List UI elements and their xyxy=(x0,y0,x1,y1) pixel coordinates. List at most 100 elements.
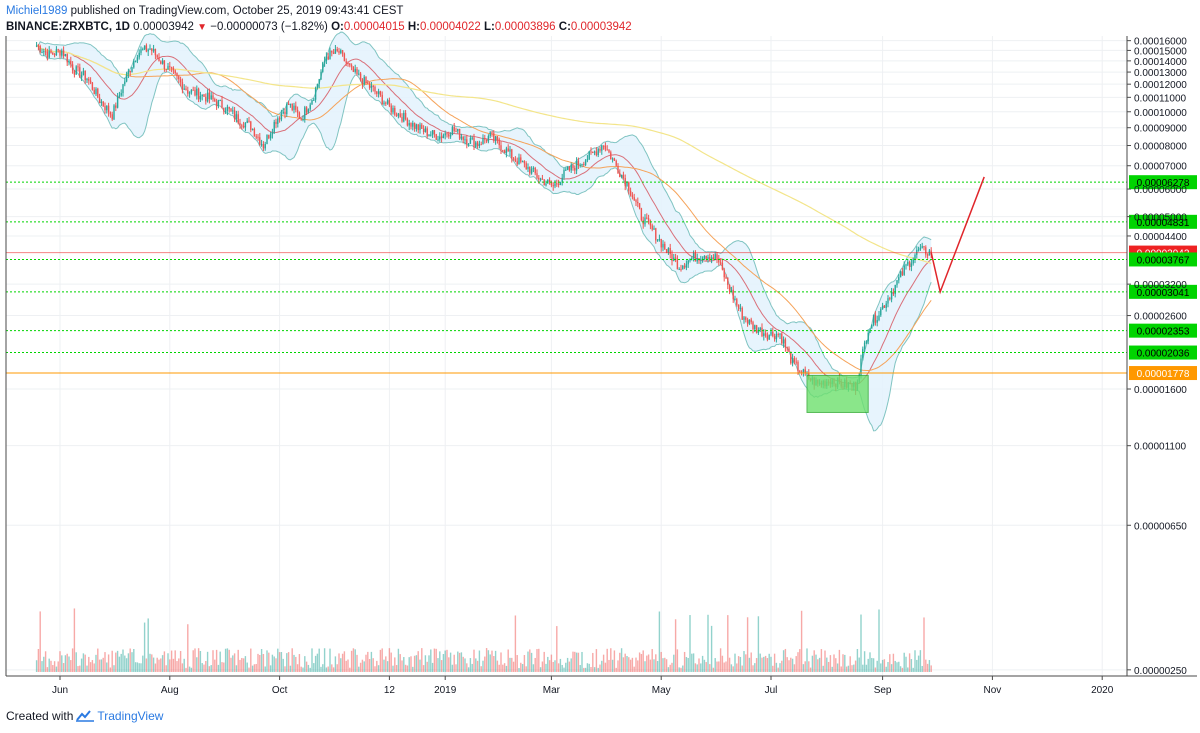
volume-bar xyxy=(232,655,234,672)
volume-bar xyxy=(485,648,488,672)
volume-bar xyxy=(867,658,869,672)
volume-bar xyxy=(476,660,479,672)
volume-bar xyxy=(280,652,283,672)
x-tick-label: Jun xyxy=(52,685,68,696)
projection-line xyxy=(930,176,985,295)
candle-body xyxy=(383,102,385,105)
volume-bar xyxy=(874,667,877,672)
volume-bar xyxy=(676,649,679,672)
volume-bar xyxy=(689,615,691,672)
candle-body xyxy=(379,91,382,95)
volume-bar xyxy=(923,617,925,672)
candle-body xyxy=(734,299,736,301)
candle-body xyxy=(712,257,715,260)
volume-bar xyxy=(451,664,454,672)
volume-bar xyxy=(286,653,288,672)
volume-bar xyxy=(113,665,115,672)
candle-body xyxy=(507,148,509,152)
y-tick-label: 0.00002600 xyxy=(1134,312,1187,323)
volume-bar xyxy=(682,665,684,672)
volume-bar xyxy=(799,649,801,672)
candle-body xyxy=(437,139,439,141)
candle-body xyxy=(565,169,567,171)
candle-body xyxy=(574,167,576,171)
volume-bar xyxy=(125,658,128,672)
candle-body xyxy=(361,79,364,85)
volume-bar xyxy=(145,658,148,672)
candle-body xyxy=(617,165,619,174)
candle-body xyxy=(55,49,58,56)
candle-body xyxy=(901,271,904,275)
candle-body xyxy=(887,298,889,304)
volume-bar xyxy=(482,660,484,672)
candle-body xyxy=(239,123,241,126)
volume-bar xyxy=(896,662,898,672)
volume-bar xyxy=(449,652,452,672)
y-tick-label: 0.00004400 xyxy=(1134,232,1187,243)
volume-bar xyxy=(255,663,257,672)
volume-bar xyxy=(404,664,407,672)
candle-body xyxy=(872,314,875,325)
close-label: C: xyxy=(558,21,571,33)
author-link[interactable]: Michiel1989 xyxy=(6,5,68,17)
candle-body xyxy=(469,138,472,144)
candle-body xyxy=(516,161,518,165)
volume-bar xyxy=(772,665,774,672)
volume-bar xyxy=(341,653,344,672)
candle-body xyxy=(768,334,770,340)
candle-body xyxy=(619,173,621,178)
published-text: published on TradingView.com, October 25… xyxy=(70,5,404,17)
volume-bar xyxy=(284,666,286,672)
candle-body xyxy=(50,50,52,53)
volume-bar xyxy=(926,663,929,672)
volume-bar xyxy=(687,657,689,672)
volume-bar xyxy=(307,664,310,672)
candle-body xyxy=(743,317,745,320)
candle-body xyxy=(561,177,563,183)
candle-body xyxy=(52,52,54,55)
candle-body xyxy=(334,49,337,54)
candle-body xyxy=(511,149,513,159)
tradingview-brand[interactable]: TradingView xyxy=(97,709,164,723)
candle-body xyxy=(604,145,607,150)
candle-body xyxy=(289,103,292,105)
candle-body xyxy=(892,291,895,295)
candle-body xyxy=(602,145,605,147)
candle-body xyxy=(115,105,117,108)
volume-bar xyxy=(514,615,517,672)
candle-body xyxy=(566,166,569,170)
candle-body xyxy=(102,101,104,107)
volume-bar xyxy=(401,660,403,672)
volume-bar xyxy=(698,658,700,672)
y-tick-label: 0.00006000 xyxy=(1134,185,1187,196)
candle-body xyxy=(788,348,790,352)
candle-body xyxy=(152,49,155,52)
volume-bar xyxy=(156,657,158,672)
volume-bar xyxy=(35,660,38,672)
y-tick-label: 0.00000650 xyxy=(1134,521,1187,532)
volume-bar xyxy=(633,666,635,672)
candle-body xyxy=(889,298,891,300)
candle-body xyxy=(772,331,774,337)
volume-bar xyxy=(601,660,603,672)
candle-body xyxy=(890,291,893,300)
candle-body xyxy=(73,70,76,75)
candle-body xyxy=(354,68,356,72)
volume-bar xyxy=(376,660,378,672)
volume-bar xyxy=(226,648,229,672)
volume-bar xyxy=(878,609,880,672)
symbol-label[interactable]: BINANCE:ZRXBTC, 1D xyxy=(6,21,130,33)
volume-bar xyxy=(320,666,322,672)
volume-bar xyxy=(865,664,868,672)
volume-bar xyxy=(134,662,137,672)
volume-bar xyxy=(529,649,531,672)
candle-body xyxy=(613,158,616,161)
volume-bar xyxy=(835,658,837,672)
candle-body xyxy=(633,197,635,201)
candle-body xyxy=(377,91,380,94)
candle-body xyxy=(707,257,709,259)
volume-bar xyxy=(509,657,511,672)
candle-body xyxy=(919,247,922,250)
volume-bar xyxy=(793,664,796,672)
